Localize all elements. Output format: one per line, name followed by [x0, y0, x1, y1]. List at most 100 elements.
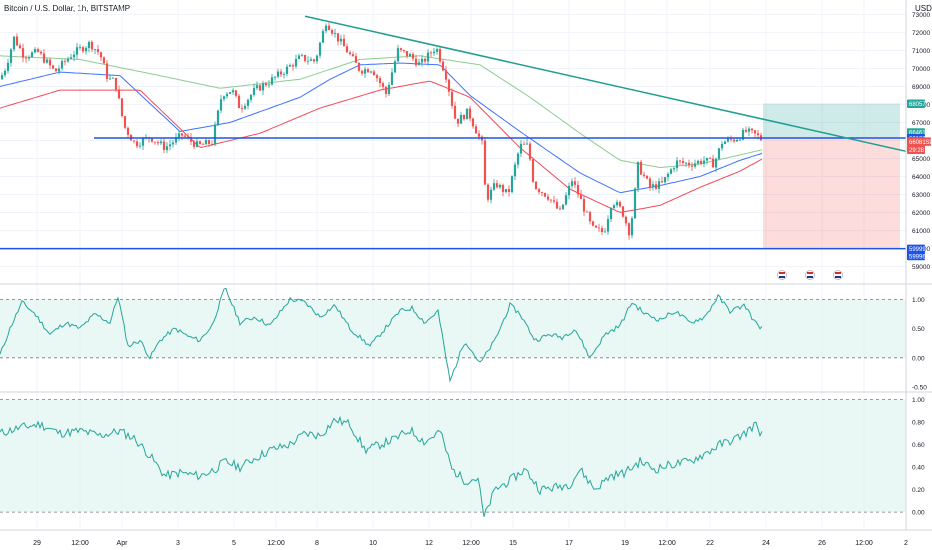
- candle-body: [0, 75, 4, 80]
- oscillator2-line: [0, 415, 763, 517]
- candle-body: [618, 202, 622, 207]
- candle-body: [81, 47, 85, 52]
- oscillator1-y-tick: 1.00: [912, 297, 925, 304]
- candle-body: [249, 94, 253, 100]
- event-flag-stripe: [807, 272, 813, 274]
- candle-body: [507, 189, 511, 192]
- candle-body: [591, 221, 595, 226]
- candle-body: [546, 196, 550, 200]
- candle-body: [513, 164, 517, 177]
- x-tick-label: 3: [176, 540, 180, 547]
- candle-body: [75, 47, 79, 55]
- candle-body: [450, 91, 454, 106]
- candle-body: [624, 216, 628, 224]
- candle-body: [636, 161, 640, 189]
- position-stop-zone: [763, 138, 900, 249]
- event-flag-stripe: [835, 276, 841, 278]
- candle-body: [756, 133, 760, 136]
- chart-title: Bitcoin / U.S. Dollar, 1h, BITSTAMP: [4, 4, 130, 13]
- candle-body: [561, 204, 565, 210]
- y-tick-label: 72000: [912, 30, 930, 37]
- candle-body: [459, 115, 463, 124]
- x-tick-label: Apr: [117, 540, 129, 547]
- candle-body: [30, 52, 34, 58]
- x-tick-label: 12:00: [267, 540, 285, 547]
- candle-body: [327, 25, 331, 30]
- candle-body: [705, 157, 709, 161]
- candle-body: [138, 145, 142, 147]
- currency-label: USD: [915, 4, 932, 13]
- candle-body: [390, 72, 394, 85]
- candle-body: [300, 54, 304, 56]
- candle-body: [708, 157, 712, 159]
- candle-body: [675, 160, 679, 169]
- candle-body: [435, 48, 439, 52]
- price-tag-label: 66081: [909, 140, 926, 146]
- candle-body: [606, 219, 610, 232]
- candle-body: [246, 99, 250, 106]
- candle-body: [270, 77, 274, 85]
- candle-body: [312, 59, 316, 62]
- x-tick-label: 12:00: [855, 540, 873, 547]
- candle-body: [408, 54, 412, 57]
- position-target-zone: [763, 103, 900, 139]
- candle-body: [141, 138, 145, 146]
- candle-body: [336, 33, 340, 42]
- candle-body: [669, 169, 673, 174]
- candle-body: [693, 163, 697, 167]
- price-tag-label: 29:28: [909, 148, 925, 154]
- candle-body: [378, 78, 382, 84]
- candle-body: [720, 144, 724, 149]
- candle-body: [732, 139, 736, 142]
- candle-body: [750, 128, 754, 131]
- candle-body: [177, 133, 181, 138]
- candle-body: [360, 70, 364, 74]
- candle-body: [582, 199, 586, 212]
- y-tick-label: 64000: [912, 174, 930, 181]
- oscillator1-y-tick: 0.00: [912, 355, 925, 362]
- candle-body: [84, 47, 88, 52]
- candle-body: [303, 54, 307, 61]
- y-tick-label: 63000: [912, 192, 930, 199]
- candle-body: [429, 52, 433, 54]
- candle-body: [51, 65, 55, 69]
- x-tick-label: 12: [425, 540, 433, 547]
- candle-body: [687, 162, 691, 166]
- y-tick-label: 67000: [912, 120, 930, 127]
- candle-body: [543, 193, 547, 197]
- candle-body: [18, 45, 22, 49]
- candle-body: [105, 63, 109, 79]
- candle-body: [585, 211, 589, 213]
- candle-body: [411, 54, 415, 59]
- candle-body: [78, 47, 82, 49]
- candle-body: [357, 62, 361, 71]
- candle-body: [549, 199, 553, 201]
- candle-body: [321, 31, 325, 43]
- candle-body: [432, 51, 436, 54]
- candle-body: [393, 61, 397, 73]
- x-tick-label: 2: [904, 540, 908, 547]
- candle-body: [576, 184, 580, 195]
- candle-body: [240, 108, 244, 109]
- candle-body: [6, 62, 10, 71]
- candle-body: [510, 176, 514, 192]
- candle-body: [531, 159, 535, 182]
- candle-body: [345, 46, 349, 53]
- oscillator2-panel: [0, 399, 906, 517]
- candle-body: [552, 200, 556, 202]
- x-tick-label: 12:00: [462, 540, 480, 547]
- candle-body: [681, 161, 685, 163]
- candle-body: [465, 108, 469, 120]
- candle-body: [621, 206, 625, 217]
- candle-body: [111, 77, 115, 79]
- candle-body: [213, 124, 217, 145]
- oscillator1-line: [0, 287, 763, 383]
- x-tick-label: 10: [369, 540, 377, 547]
- candle-body: [57, 68, 61, 72]
- candle-body: [66, 58, 70, 62]
- price-tag-bg: [907, 251, 925, 261]
- candle-body: [363, 69, 367, 74]
- price-tag-label: 68057: [909, 102, 926, 108]
- candle-body: [690, 165, 694, 167]
- price-axis-tag: 59999: [907, 244, 926, 254]
